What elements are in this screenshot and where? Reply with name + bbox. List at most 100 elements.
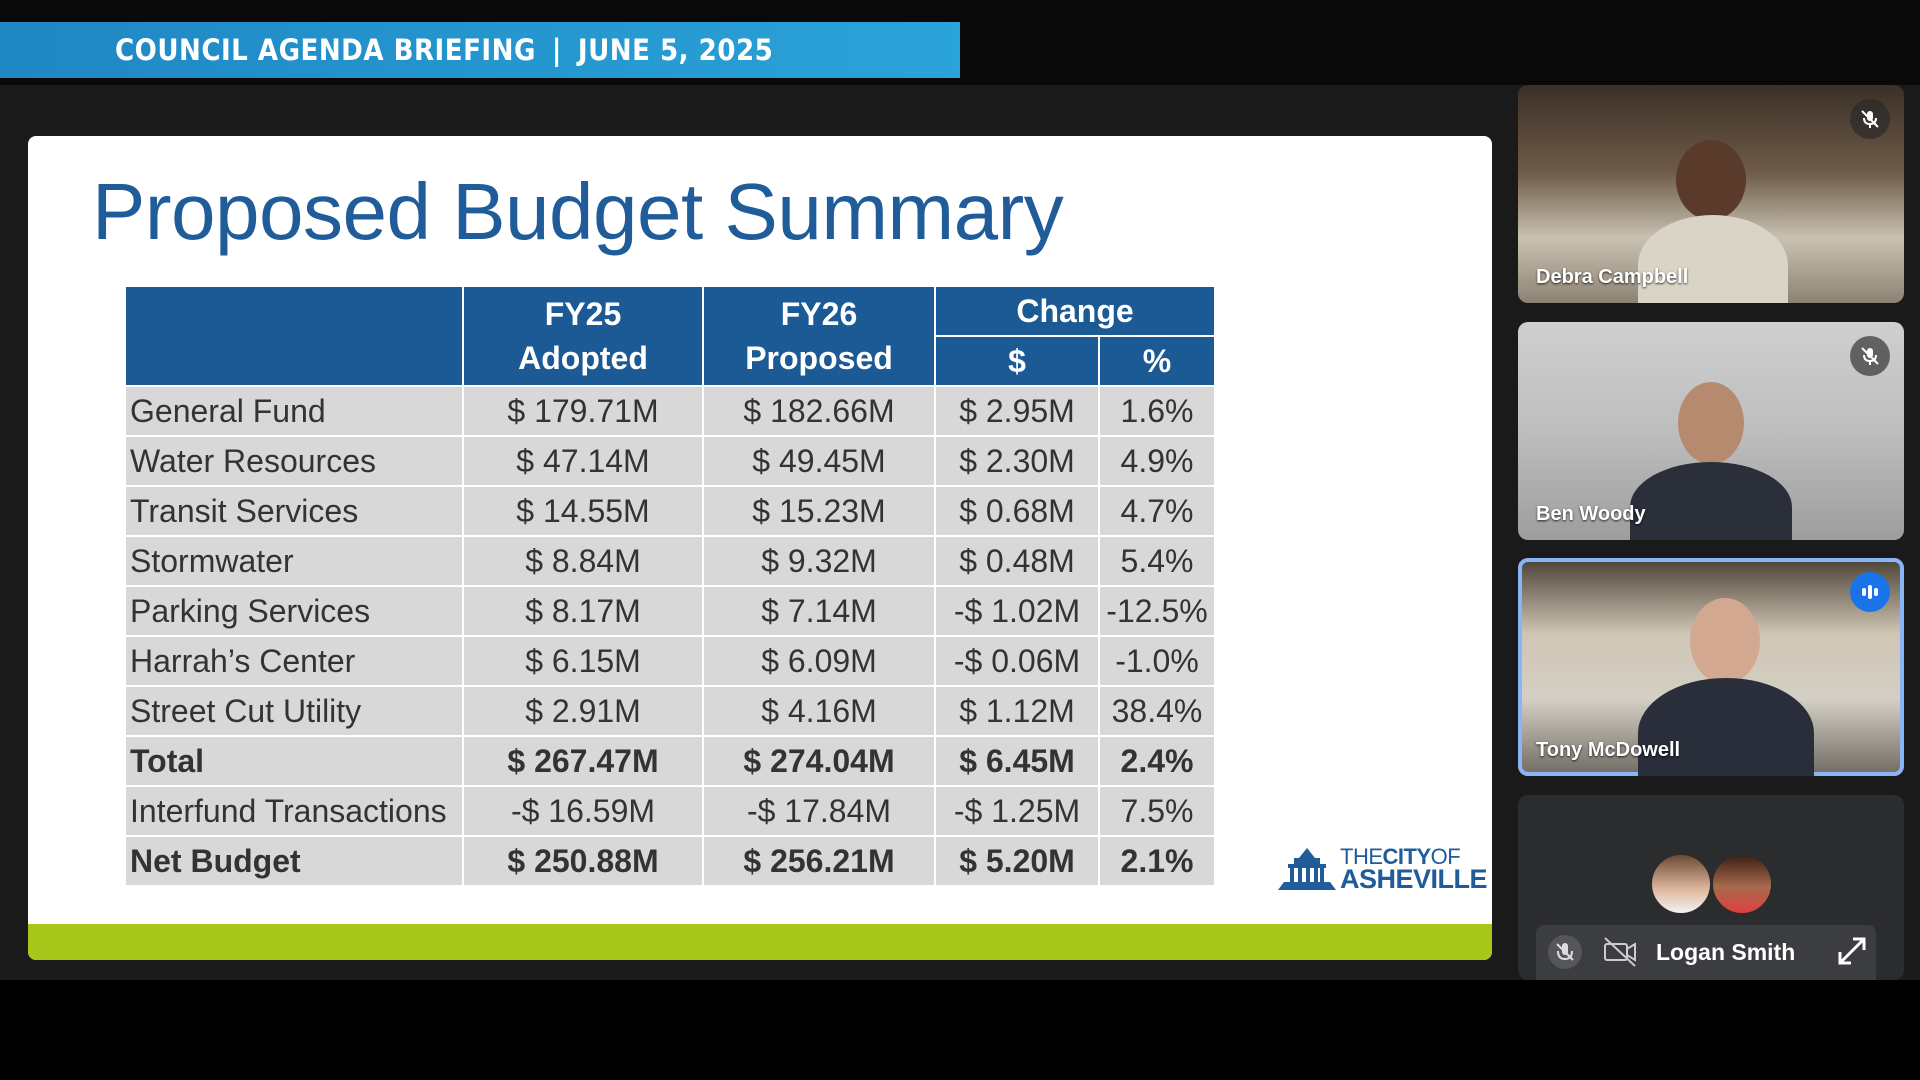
participant-tile-active[interactable]: Tony McDowell bbox=[1518, 558, 1904, 776]
header-dollar: $ bbox=[934, 335, 1100, 387]
row-fy26: $ 49.45M bbox=[702, 435, 936, 487]
row-percent: 2.1% bbox=[1098, 835, 1216, 887]
header-fy25-line1: FY25 bbox=[544, 296, 622, 332]
header-change: Change bbox=[934, 285, 1216, 337]
table-row-net-budget: Net Budget $ 250.88M $ 256.21M $ 5.20M 2… bbox=[124, 835, 1216, 887]
row-percent: 5.4% bbox=[1098, 535, 1216, 587]
row-percent: 2.4% bbox=[1098, 735, 1216, 787]
participant-avatar[interactable] bbox=[1711, 853, 1773, 915]
slide-title: Proposed Budget Summary bbox=[92, 167, 1064, 256]
row-percent: 4.7% bbox=[1098, 485, 1216, 537]
header-fy26-line2: Proposed bbox=[745, 340, 893, 376]
table-row: General Fund $ 179.71M $ 182.66M $ 2.95M… bbox=[124, 385, 1216, 437]
row-fy25: $ 2.91M bbox=[462, 685, 704, 737]
row-change: $ 5.20M bbox=[934, 835, 1100, 887]
row-fy26: $ 274.04M bbox=[702, 735, 936, 787]
table-row: Street Cut Utility $ 2.91M $ 4.16M $ 1.1… bbox=[124, 685, 1216, 737]
row-change: $ 6.45M bbox=[934, 735, 1100, 787]
mic-off-icon[interactable] bbox=[1548, 935, 1582, 974]
camera-off-icon[interactable] bbox=[1602, 935, 1638, 974]
slide-footer-bar bbox=[28, 924, 1492, 960]
header-fy26: FY26 Proposed bbox=[702, 285, 936, 387]
row-change: $ 0.48M bbox=[934, 535, 1100, 587]
meeting-banner: COUNCIL AGENDA BRIEFING | JUNE 5, 2025 bbox=[0, 22, 960, 78]
row-fy25: $ 8.84M bbox=[462, 535, 704, 587]
header-percent: % bbox=[1098, 335, 1216, 387]
row-fy25: $ 47.14M bbox=[462, 435, 704, 487]
self-view-name: Logan Smith bbox=[1656, 939, 1796, 965]
participant-name: Ben Woody bbox=[1536, 503, 1646, 525]
row-fy26: $ 9.32M bbox=[702, 535, 936, 587]
logo-city: CITY bbox=[1382, 844, 1432, 869]
self-view-bar: Logan Smith bbox=[1536, 925, 1876, 980]
row-fy25: $ 6.15M bbox=[462, 635, 704, 687]
row-label: Street Cut Utility bbox=[124, 685, 464, 737]
row-percent: 4.9% bbox=[1098, 435, 1216, 487]
header-fy25: FY25 Adopted bbox=[462, 285, 704, 387]
row-change: $ 1.12M bbox=[934, 685, 1100, 737]
row-fy26: $ 182.66M bbox=[702, 385, 936, 437]
participant-body bbox=[1638, 215, 1788, 303]
row-change: -$ 0.06M bbox=[934, 635, 1100, 687]
row-percent: 38.4% bbox=[1098, 685, 1216, 737]
banner-separator: | bbox=[551, 33, 562, 67]
table-row: Water Resources $ 47.14M $ 49.45M $ 2.30… bbox=[124, 435, 1216, 487]
expand-icon[interactable] bbox=[1836, 935, 1868, 972]
participant-name: Debra Campbell bbox=[1536, 266, 1689, 288]
city-logo: THECITYOF ASHEVILLE bbox=[1278, 844, 1488, 896]
table-subheader-row: $ % bbox=[125, 335, 1216, 387]
row-label: Transit Services bbox=[124, 485, 464, 537]
row-percent: -12.5% bbox=[1098, 585, 1216, 637]
participant-body bbox=[1630, 462, 1792, 540]
city-hall-icon bbox=[1278, 848, 1336, 890]
participant-body bbox=[1638, 678, 1814, 776]
row-percent: 7.5% bbox=[1098, 785, 1216, 837]
table-row-total: Total $ 267.47M $ 274.04M $ 6.45M 2.4% bbox=[124, 735, 1216, 787]
mic-off-icon bbox=[1850, 336, 1890, 376]
row-label: Harrah’s Center bbox=[124, 635, 464, 687]
row-label: Total bbox=[124, 735, 464, 787]
participant-name: Tony McDowell bbox=[1536, 739, 1681, 761]
mic-off-icon bbox=[1850, 99, 1890, 139]
table-row: Parking Services $ 8.17M $ 7.14M -$ 1.02… bbox=[124, 585, 1216, 637]
row-percent: -1.0% bbox=[1098, 635, 1216, 687]
row-percent: 1.6% bbox=[1098, 385, 1216, 437]
row-fy25: $ 179.71M bbox=[462, 385, 704, 437]
presentation-slide: Proposed Budget Summary FY25 Adopted FY2… bbox=[28, 136, 1492, 960]
participant-tile[interactable]: Ben Woody bbox=[1518, 322, 1904, 540]
header-fy26-line1: FY26 bbox=[780, 296, 858, 332]
table-row: Interfund Transactions -$ 16.59M -$ 17.8… bbox=[124, 785, 1216, 837]
row-label: Water Resources bbox=[124, 435, 464, 487]
row-change: $ 2.95M bbox=[934, 385, 1100, 437]
participant-avatar[interactable] bbox=[1650, 853, 1712, 915]
header-fy25-line2: Adopted bbox=[518, 340, 648, 376]
participant-tile[interactable]: Debra Campbell bbox=[1518, 85, 1904, 303]
logo-of: OF bbox=[1430, 844, 1461, 869]
budget-table: FY25 Adopted FY26 Proposed Change $ % Ge… bbox=[124, 285, 1216, 887]
speaking-indicator-icon bbox=[1850, 572, 1890, 612]
participant-video bbox=[1676, 140, 1746, 220]
row-fy25: $ 14.55M bbox=[462, 485, 704, 537]
row-fy25: $ 250.88M bbox=[462, 835, 704, 887]
row-fy26: $ 4.16M bbox=[702, 685, 936, 737]
row-label: Stormwater bbox=[124, 535, 464, 587]
row-label: Interfund Transactions bbox=[124, 785, 464, 837]
row-fy26: $ 7.14M bbox=[702, 585, 936, 637]
participant-video bbox=[1690, 598, 1760, 684]
row-change: -$ 1.25M bbox=[934, 785, 1100, 837]
row-label: Net Budget bbox=[124, 835, 464, 887]
table-row: Transit Services $ 14.55M $ 15.23M $ 0.6… bbox=[124, 485, 1216, 537]
row-fy25: $ 267.47M bbox=[462, 735, 704, 787]
banner-title: COUNCIL AGENDA BRIEFING bbox=[115, 33, 536, 67]
logo-the: THE bbox=[1340, 844, 1383, 869]
row-change: $ 0.68M bbox=[934, 485, 1100, 537]
header-label-cell bbox=[124, 285, 464, 387]
row-fy25: $ 8.17M bbox=[462, 585, 704, 637]
row-label: Parking Services bbox=[124, 585, 464, 637]
row-fy26: $ 256.21M bbox=[702, 835, 936, 887]
self-view-tile[interactable]: Logan Smith bbox=[1518, 795, 1904, 980]
table-row: Stormwater $ 8.84M $ 9.32M $ 0.48M 5.4% bbox=[124, 535, 1216, 587]
row-label: General Fund bbox=[124, 385, 464, 437]
row-fy26: $ 15.23M bbox=[702, 485, 936, 537]
row-change: $ 2.30M bbox=[934, 435, 1100, 487]
